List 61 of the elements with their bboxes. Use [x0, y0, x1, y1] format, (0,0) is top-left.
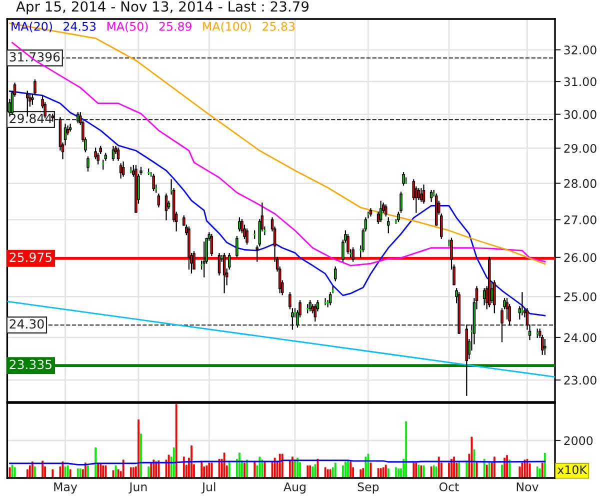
- y-tick-label: 23.00: [564, 376, 596, 385]
- candlestick: [422, 184, 426, 204]
- candlestick: [236, 236, 238, 258]
- y-tick-label: 26.00: [564, 253, 596, 262]
- annotation: 25.89: [159, 22, 192, 31]
- ref-line-label: 24.30: [10, 319, 44, 329]
- candlestick: [384, 204, 388, 217]
- ref-line-label: 29.844: [10, 114, 52, 124]
- y-tick-label: 2000: [564, 436, 593, 446]
- y-tick-label: 31.00: [564, 77, 596, 86]
- candlestick: [116, 148, 120, 161]
- candlestick: [420, 188, 423, 202]
- chart-title: Apr 15, 2014 - Nov 13, 2014 - Last : 23.79: [16, 1, 309, 14]
- x-tick-label: Jul: [201, 482, 216, 494]
- x-tick-label: Jun: [128, 482, 147, 494]
- ref-line-label: 23.335: [10, 360, 52, 370]
- text: MA(50): [107, 22, 148, 32]
- x-tick-label: May: [54, 482, 78, 494]
- candlestick: [493, 280, 496, 314]
- candlestick: [544, 338, 546, 355]
- candlestick: [164, 194, 168, 220]
- y-tick-label: 25.00: [564, 292, 596, 302]
- candlestick: [379, 200, 382, 222]
- text: MA(100): [203, 22, 251, 32]
- candlestick: [192, 251, 196, 270]
- candlestick: [430, 190, 433, 202]
- candlestick: [202, 242, 206, 278]
- candlestick: [238, 217, 241, 232]
- candlestick: [86, 156, 90, 172]
- candlestick: [314, 304, 317, 322]
- candlestick: [210, 234, 214, 256]
- y-tick-label: 29.00: [564, 144, 596, 153]
- candlestick: [482, 288, 486, 306]
- candlestick: [246, 228, 248, 245]
- candlestick: [218, 253, 221, 276]
- x-tick-label: Aug: [284, 482, 306, 494]
- candlestick: [352, 247, 354, 262]
- candlestick: [122, 162, 125, 177]
- candlestick: [119, 163, 122, 179]
- candlestick: [112, 146, 115, 161]
- x-tick-label: Oct: [439, 482, 459, 492]
- candlestick: [222, 253, 226, 294]
- candlestick: [402, 172, 405, 186]
- candlestick: [346, 234, 350, 254]
- candlestick: [152, 174, 155, 192]
- candlestick: [308, 300, 312, 312]
- annotation: 24.53: [64, 22, 96, 31]
- candlestick: [387, 217, 390, 234]
- ref-line-label: 25.975: [10, 252, 52, 262]
- y-tick-label: 32.00: [564, 45, 596, 54]
- y-tick-label: 30.00: [564, 110, 596, 119]
- candlestick: [334, 266, 337, 282]
- y-tick-label: 27.00: [564, 215, 596, 224]
- x-tick-label: Sep: [358, 482, 379, 494]
- candlestick: [76, 112, 80, 124]
- y-axis-title: x10K: [558, 465, 588, 474]
- y-tick-label: 24.00: [564, 333, 596, 342]
- y-tick-label: 28.00: [564, 179, 596, 188]
- x-tick-label: Nov: [516, 482, 538, 492]
- candlestick: [157, 194, 160, 208]
- annotation: 25.83: [262, 22, 295, 31]
